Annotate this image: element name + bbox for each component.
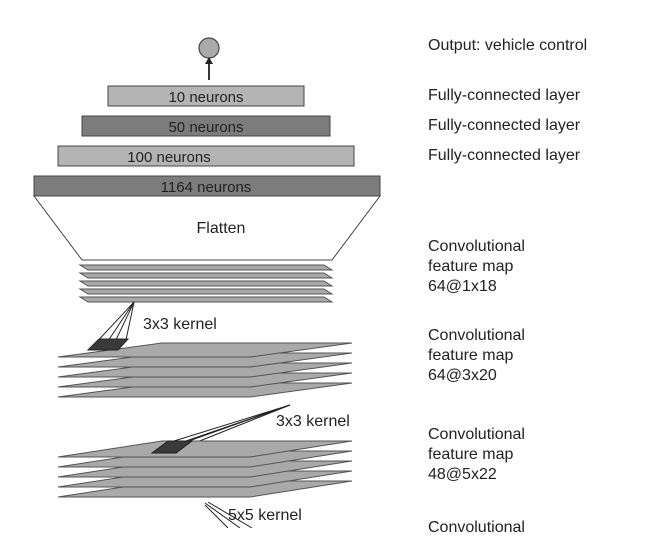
fc-layer-50 — [81, 115, 331, 137]
fc-layer-50-label: 50 neurons — [168, 119, 243, 136]
fc-desc-50: Fully-connected layer — [428, 117, 581, 134]
feature-plane — [78, 280, 334, 287]
fc-desc-100: Fully-connected layer — [428, 147, 581, 164]
conv-desc-1-line3: 64@1x18 — [428, 278, 497, 295]
conv-stack-64x1x18 — [78, 264, 334, 303]
feature-plane — [78, 264, 334, 271]
kernel-lines-2 — [159, 404, 291, 453]
conv-desc-3: Convolutional feature map 48@5x22 — [428, 425, 525, 485]
conv-desc-2-line3: 64@3x20 — [428, 367, 497, 384]
feature-plane — [57, 440, 353, 458]
conv-desc-4-line1: Convolutional — [428, 519, 525, 536]
flatten-label: Flatten — [197, 220, 246, 237]
fc-desc-10: Fully-connected layer — [428, 87, 581, 104]
conv-desc-1-line2: feature map — [428, 258, 514, 275]
feature-plane — [57, 382, 353, 398]
conv-desc-3-line3: 48@5x22 — [428, 466, 497, 483]
conv-stack-64x3x20 — [57, 338, 353, 398]
kernel-label-2: 3x3 kernel — [276, 413, 350, 430]
output-arrowhead-icon — [205, 57, 213, 64]
conv-desc-1-line1: Convolutional — [428, 238, 525, 255]
feature-plane — [57, 362, 353, 378]
feature-plane — [57, 342, 353, 358]
fc-layer-100 — [57, 145, 355, 167]
conv-desc-2-line1: Convolutional — [428, 327, 525, 344]
feature-plane — [78, 288, 334, 295]
kernel-lines-3 — [204, 501, 253, 528]
kernel-patch-1 — [86, 338, 130, 351]
feature-plane — [78, 296, 334, 303]
output-node — [198, 37, 220, 59]
fc-layer-1164-label: 1164 neurons — [161, 179, 252, 196]
conv-desc-3-line1: Convolutional — [428, 426, 525, 443]
flatten-block — [33, 195, 381, 261]
conv-desc-2: Convolutional feature map 64@3x20 — [428, 326, 525, 386]
feature-plane — [57, 372, 353, 388]
fc-layer-10-label: 10 neurons — [168, 89, 243, 106]
kernel-label-1: 3x3 kernel — [143, 316, 217, 333]
fc-layer-100-label: 100 neurons — [127, 149, 210, 166]
output-label: Output: vehicle control — [428, 37, 588, 54]
fc-layer-10 — [107, 85, 305, 107]
kernel-patch-2 — [150, 440, 194, 454]
conv-desc-3-line2: feature map — [428, 446, 514, 463]
kernel-label-3: 5x5 kernel — [228, 507, 302, 524]
conv-stack-48x5x22 — [57, 440, 353, 498]
feature-plane — [57, 352, 353, 368]
conv-desc-2-line2: feature map — [428, 347, 514, 364]
feature-plane — [78, 272, 334, 279]
conv-desc-1: Convolutional feature map 64@1x18 — [428, 237, 525, 297]
